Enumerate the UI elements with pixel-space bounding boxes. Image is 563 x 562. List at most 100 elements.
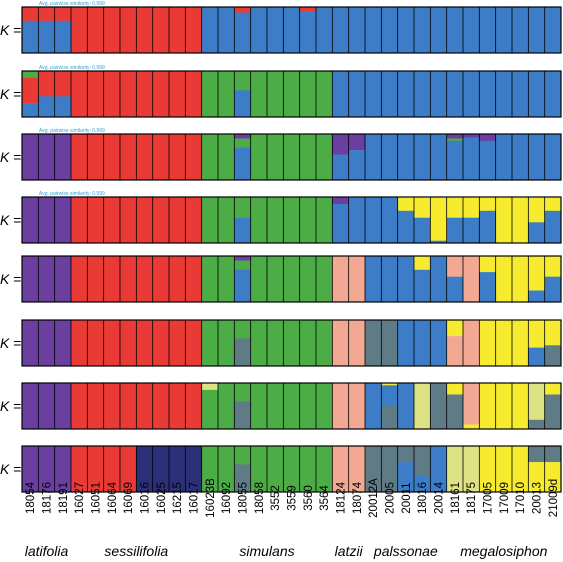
bar-segment-k3-18055-green [234,71,251,91]
bar-segment-k6-20005-blue [381,256,398,303]
bar-segment-k6-17005-yellow [479,256,496,273]
k3-similarity-note: Avg. pairwise similarity: 0.999 [39,65,105,71]
bar-segment-k6-18161-blue [446,276,464,303]
species-label-latifolia: latifolia [25,543,69,559]
bar-segment-k8-20012A-blue [365,383,382,430]
sample-label-18191: 18191 [58,482,70,514]
bar-segment-k9-18016-slate [414,446,431,477]
sample-label-16215: 16215 [172,482,184,514]
bar-segment-k9-16023B-green [201,446,219,493]
bar-segment-k5-17005-blue [479,210,496,244]
bar-segment-k7-16051-red [87,320,104,367]
row-frame [21,445,562,493]
bar-segment-k4-18055-green [234,138,251,148]
bar-segment-k4-20013-blue [528,134,545,181]
bar-segment-k2-18016-blue [414,7,431,54]
bar-segment-k7-16064-red [103,320,121,367]
bar-segment-k3-18176-blue [38,96,55,118]
bar-segment-k8-18191-purple [54,383,72,430]
bar-segment-k4-3552-green [267,134,284,181]
bar-segment-k9-18161-khaki [446,446,464,493]
bar-segment-k8-16016-red [136,383,153,430]
bar-segment-k4-18191-purple [54,134,72,181]
bar-segment-k8-16027-red [71,383,88,430]
bar-segment-k9-18055-slate [234,464,251,493]
bar-segment-k3-18074-blue [348,71,366,118]
bar-segment-k6-20014-blue [430,256,447,303]
bar-segment-k5-16027-red [71,197,88,244]
bar-segment-k8-16051-red [87,383,104,430]
bar-segment-k3-16027-red [71,71,88,118]
bar-segment-k9-20011-blue [397,462,415,493]
bar-segment-k5-16051-red [87,197,104,244]
bar-segment-k8-18055-green [234,383,251,402]
bar-segment-k4-3560-green [299,134,317,181]
bar-segment-k4-18124-purple [332,134,349,155]
sample-label-18055: 18055 [238,482,250,514]
sample-label-16025: 16025 [156,482,168,514]
sample-label-20011: 20011 [401,482,413,513]
sample-label-18176: 18176 [42,482,54,514]
bar-segment-k4-16017-red [185,134,202,181]
bar-segment-k2-18191-red [54,7,72,21]
bar-segment-k7-3559-green [283,320,300,367]
row-frame [21,133,562,181]
bar-segment-k7-18054-purple [22,320,39,367]
species-label-simulans: simulans [239,543,294,559]
bar-segment-k2-16017-red [185,7,202,54]
species-label-palssonae: palssonae [373,543,438,559]
bar-segment-k4-16051-red [87,134,104,181]
bar-segment-k7-17009-yellow [495,320,513,367]
bar-segment-k9-3559-green [283,446,300,493]
bar-segment-k2-3560-blue [299,11,317,54]
bar-segment-k5-16092-green [218,197,235,244]
bar-segment-k8-20005-blue [381,385,398,407]
bar-segment-k6-16016-red [136,256,153,303]
bar-segment-k8-16017-red [185,383,202,430]
bar-segment-k4-18016-blue [414,134,431,181]
bar-segment-k3-18054-red [22,77,39,104]
bar-segment-k9-21009d-slate [544,446,562,463]
k2-similarity-note: Avg. pairwise similarity: 0.999 [39,1,105,7]
bar-segment-k9-18058-green [250,446,268,493]
bar-segment-k2-3552-blue [267,7,284,54]
bar-segment-k5-18016-yellow [414,197,431,218]
bar-segment-k8-18055-slate [234,401,251,430]
bar-segment-k5-17009-yellow [495,197,513,244]
bar-segment-k5-18161-blue [446,217,464,244]
bar-segment-k6-17010-yellow [512,256,529,303]
bar-segment-k9-18176-purple [38,446,55,493]
bar-segment-k5-20011-yellow [397,197,415,211]
bar-segment-k3-17005-blue [479,71,496,118]
bar-segment-k3-20011-blue [397,71,415,118]
bar-segment-k3-16025-red [152,71,170,118]
bar-segment-k4-18161-purple [446,134,464,139]
k8-row: K = 8 [0,382,562,430]
bar-segment-k2-3564-blue [316,7,333,54]
bar-segment-k5-18124-purple [332,197,349,205]
species-label-sessilifolia: sessilifolia [104,543,168,559]
bar-segment-k6-17009-yellow [495,256,513,303]
bar-segment-k8-16023B-khaki [201,383,219,391]
bar-segment-k2-16064-red [103,7,121,54]
bar-segment-k8-18124-salmon [332,383,349,430]
bar-segment-k7-3560-green [299,320,317,367]
sample-label-20013: 20013 [532,482,544,514]
bar-segment-k5-16023B-green [201,197,219,244]
bar-segment-k8-3559-green [283,383,300,430]
bar-segment-k3-17009-blue [495,71,513,118]
bar-segment-k8-20014-slate [430,383,447,430]
bar-segment-k2-16051-red [87,7,104,54]
bar-segment-k8-20013-khaki [528,383,545,420]
bar-segment-k9-17005-yellow [479,446,496,493]
bar-segment-k7-18161-yellow [446,320,464,337]
bar-segment-k2-18191-blue [54,20,72,54]
sample-label-18124: 18124 [336,481,348,514]
bar-segment-k8-20013-slate [528,419,545,430]
bar-segment-k2-18054-blue [22,20,39,54]
bar-segment-k3-18176-red [38,71,55,97]
bar-segment-k8-18016-khaki [414,383,431,430]
sample-label-17005: 17005 [483,482,495,514]
sample-label-16023B: 16023B [205,478,217,518]
